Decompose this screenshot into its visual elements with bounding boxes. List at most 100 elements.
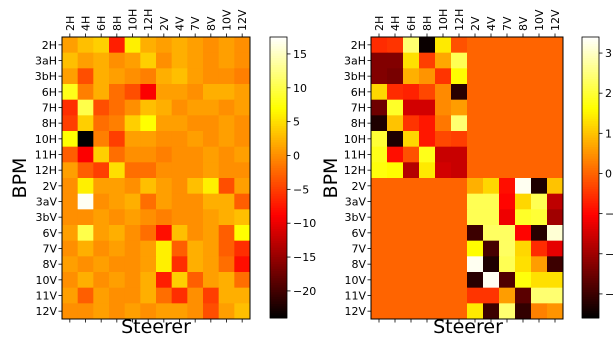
heatmap-cell — [125, 288, 141, 304]
heatmap-cell — [387, 100, 403, 116]
heatmap-cell — [93, 209, 109, 225]
heatmap-cell — [219, 37, 235, 53]
heatmap-cell — [78, 288, 94, 304]
x-tick-label: 4V — [174, 16, 187, 31]
heatmap-cell — [483, 131, 499, 147]
heatmap-cell — [156, 131, 172, 147]
heatmap-cell — [435, 68, 451, 84]
heatmap-cell — [531, 53, 547, 69]
heatmap-cell — [109, 194, 125, 210]
heatmap-cell — [419, 131, 435, 147]
heatmap-cell — [125, 241, 141, 257]
heatmap-cell — [234, 256, 250, 272]
heatmap-cell — [187, 84, 203, 100]
heatmap-cell — [499, 147, 515, 163]
y-tick-label: 12V — [344, 305, 366, 318]
heatmap-cell — [403, 209, 419, 225]
heatmap-cell — [187, 288, 203, 304]
heatmap-cell — [219, 147, 235, 163]
heatmap-cell — [483, 209, 499, 225]
heatmap-cell — [387, 303, 403, 319]
x-tick-label: 12V — [236, 9, 249, 31]
heatmap-cell — [125, 225, 141, 241]
heatmap-cell — [451, 225, 467, 241]
heatmap-cell — [156, 53, 172, 69]
heatmap-cell — [435, 225, 451, 241]
heatmap-cell — [467, 68, 483, 84]
heatmap-cell — [403, 256, 419, 272]
heatmap-cell — [403, 303, 419, 319]
heatmap-cell — [387, 115, 403, 131]
heatmap-cell — [531, 194, 547, 210]
y-tick-label: 3bH — [344, 70, 366, 83]
heatmap-cell — [451, 84, 467, 100]
heatmap-cell — [387, 225, 403, 241]
heatmap-cell — [403, 131, 419, 147]
heatmap-cell — [451, 178, 467, 194]
heatmap-cell — [234, 209, 250, 225]
y-tick-label: 6H — [42, 86, 57, 99]
heatmap-cell — [371, 100, 387, 116]
x-tick-label: 2H — [373, 16, 386, 31]
heatmap-cell — [515, 147, 531, 163]
heatmap-cell — [156, 84, 172, 100]
heatmap-cell — [109, 288, 125, 304]
heatmap-cell — [531, 256, 547, 272]
x-tick-label: 8H — [111, 16, 124, 31]
x-tick-label: 8V — [517, 16, 530, 31]
heatmap-cell — [371, 53, 387, 69]
heatmap-cell — [93, 115, 109, 131]
heatmap-cell — [78, 225, 94, 241]
heatmap-cell — [419, 162, 435, 178]
y-tick-label: 7H — [351, 102, 366, 115]
heatmap-cell — [156, 162, 172, 178]
heatmap-cell — [483, 100, 499, 116]
heatmap-cell — [203, 272, 219, 288]
heatmap-cell — [172, 115, 188, 131]
heatmap-cell — [499, 131, 515, 147]
heatmap-cell — [403, 288, 419, 304]
heatmap-cell — [483, 68, 499, 84]
heatmap-cell — [109, 178, 125, 194]
heatmap-cell — [62, 288, 78, 304]
heatmap-cell — [403, 272, 419, 288]
heatmap-cell — [156, 194, 172, 210]
heatmap-cell — [187, 68, 203, 84]
heatmap-cell — [499, 209, 515, 225]
heatmap-cell — [451, 115, 467, 131]
heatmap-cell — [451, 37, 467, 53]
heatmap-cell — [187, 225, 203, 241]
heatmap-cell — [499, 37, 515, 53]
heatmap-cell — [515, 178, 531, 194]
heatmap-cell — [93, 53, 109, 69]
heatmap-cell — [93, 68, 109, 84]
heatmap-cell — [547, 225, 563, 241]
heatmap-cell — [499, 225, 515, 241]
heatmap-cell — [403, 115, 419, 131]
heatmap-cell — [203, 241, 219, 257]
heatmap-cell — [467, 241, 483, 257]
heatmap-cell — [156, 100, 172, 116]
heatmap-cell — [219, 194, 235, 210]
heatmap-cell — [156, 209, 172, 225]
heatmap-cell — [387, 272, 403, 288]
heatmap-cell — [187, 194, 203, 210]
heatmap-cell — [93, 84, 109, 100]
y-tick-label: 8H — [42, 117, 57, 130]
heatmap-cell — [531, 209, 547, 225]
heatmap-cell — [219, 178, 235, 194]
heatmap-cell — [140, 272, 156, 288]
y-tick-label: 11V — [344, 290, 366, 303]
heatmap-cell — [78, 84, 94, 100]
y-tick-label: 7V — [351, 243, 366, 256]
heatmap-cell — [219, 209, 235, 225]
heatmap-cell — [515, 115, 531, 131]
heatmap-cell — [140, 194, 156, 210]
y-tick-label: 12V — [35, 305, 57, 318]
heatmap-cell — [219, 272, 235, 288]
heatmap-cell — [451, 209, 467, 225]
heatmap-cell — [203, 147, 219, 163]
heatmap-cell — [187, 131, 203, 147]
heatmap-cell — [531, 100, 547, 116]
y-tick-label: 10V — [344, 274, 366, 287]
